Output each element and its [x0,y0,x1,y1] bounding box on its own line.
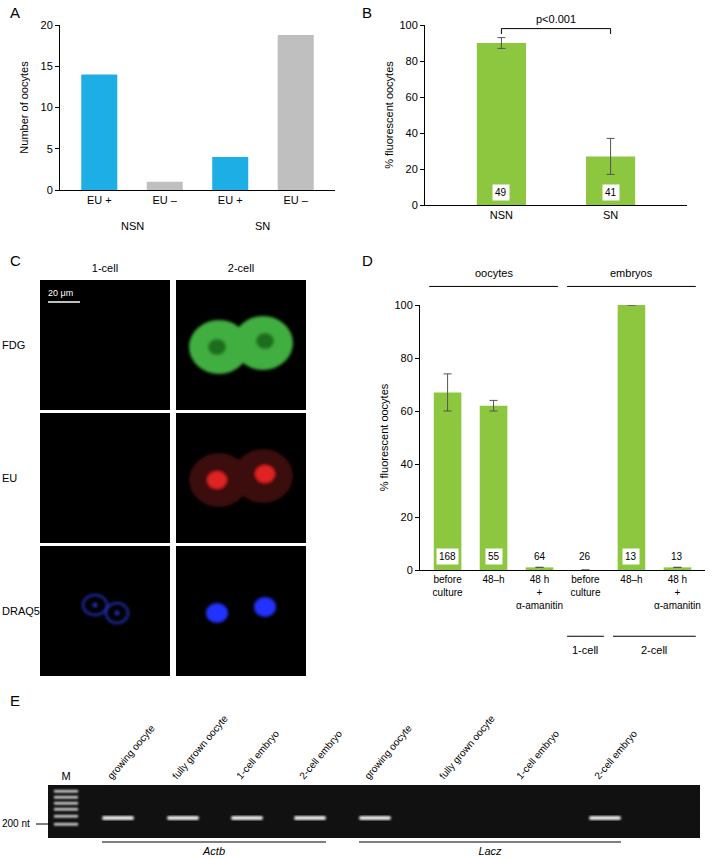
svg-text:EU +: EU + [218,194,243,206]
svg-text:% fluorescent oocytes: % fluorescent oocytes [378,383,390,491]
html-text:D: D [362,252,373,269]
svg-text:2-cell: 2-cell [228,262,254,274]
html-text:B: B [362,4,372,21]
html-text:A: A [10,4,20,21]
svg-text:2-cell embryo: 2-cell embryo [297,728,344,781]
svg-text:EU +: EU + [87,194,112,206]
svg-text:168: 168 [439,551,456,562]
svg-text:2-cell embryo: 2-cell embryo [592,728,639,781]
svg-text:48 h+α-amanitin: 48 h+α-amanitin [654,574,701,611]
svg-text:10: 10 [41,101,53,113]
svg-text:Number of oocytes: Number of oocytes [18,61,30,154]
svg-text:oocytes: oocytes [475,267,513,279]
svg-text:growing oocyte: growing oocyte [105,722,157,781]
svg-text:fully grown oocyte: fully grown oocyte [170,713,230,782]
svg-text:NSN: NSN [121,220,144,232]
svg-text:49: 49 [495,187,507,198]
svg-text:13: 13 [625,551,637,562]
svg-text:80: 80 [401,352,413,364]
svg-text:60: 60 [406,91,418,103]
svg-text:5: 5 [47,143,53,155]
svg-text:Lacz: Lacz [478,845,502,857]
svg-text:0: 0 [407,564,413,576]
svg-text:48–h: 48–h [482,574,504,585]
svg-text:48–h: 48–h [620,574,642,585]
svg-text:EU –: EU – [153,194,178,206]
svg-text:60: 60 [401,405,413,417]
svg-text:80: 80 [406,55,418,67]
svg-text:1-cell embryo: 1-cell embryo [514,728,561,781]
svg-text:20: 20 [406,163,418,175]
svg-text:200 nt: 200 nt [2,818,30,829]
svg-text:FDG: FDG [2,339,25,351]
svg-text:64: 64 [534,551,546,562]
svg-text:embryos: embryos [610,267,653,279]
svg-text:SN: SN [255,220,270,232]
svg-text:% fluorescent oocytes: % fluorescent oocytes [383,61,395,169]
svg-text:NSN: NSN [490,209,513,221]
svg-text:beforeculture: beforeculture [570,574,600,598]
svg-text:100: 100 [394,299,412,311]
svg-text:beforeculture: beforeculture [433,574,463,598]
svg-text:SN: SN [603,209,618,221]
svg-text:DRAQ5: DRAQ5 [2,605,40,617]
svg-text:40: 40 [401,458,413,470]
svg-text:p<0.001: p<0.001 [536,13,576,25]
svg-text:0: 0 [412,199,418,211]
svg-text:1-cell: 1-cell [92,262,118,274]
svg-text:EU: EU [2,472,17,484]
svg-text:1-cell embryo: 1-cell embryo [234,728,281,781]
svg-text:20: 20 [401,511,413,523]
svg-text:0: 0 [47,184,53,196]
svg-text:40: 40 [406,127,418,139]
html-text:E: E [10,692,20,709]
svg-text:fully grown oocyte: fully grown oocyte [437,713,497,782]
svg-text:Actb: Actb [202,845,225,857]
svg-text:13: 13 [671,551,683,562]
svg-text:EU –: EU – [283,194,308,206]
html-text:C: C [10,252,21,269]
svg-text:55: 55 [488,551,500,562]
svg-text:41: 41 [605,187,617,198]
svg-text:15: 15 [41,60,53,72]
svg-text:M: M [61,770,70,782]
svg-text:growing oocyte: growing oocyte [362,722,414,781]
svg-text:20 μm: 20 μm [48,288,73,298]
svg-text:2-cell: 2-cell [641,644,667,656]
svg-text:48 h+α-amanitin: 48 h+α-amanitin [516,574,563,611]
svg-text:20: 20 [41,19,53,31]
svg-text:1-cell: 1-cell [572,644,598,656]
svg-text:26: 26 [579,551,591,562]
svg-text:100: 100 [399,19,417,31]
